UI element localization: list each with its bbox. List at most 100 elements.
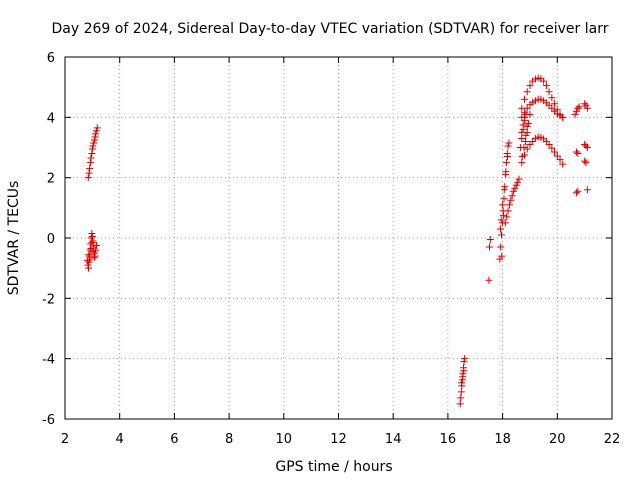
data-point (522, 137, 530, 145)
data-point (574, 187, 582, 195)
data-point (90, 254, 98, 262)
y-tick-label: 4 (47, 111, 55, 126)
data-point (485, 276, 493, 284)
data-point (86, 159, 94, 167)
data-point (85, 169, 93, 177)
data-point (84, 261, 92, 269)
data-point (518, 159, 526, 167)
data-point (572, 189, 580, 197)
data-point (501, 219, 509, 227)
series-isolated (485, 236, 494, 284)
chart-title: Day 269 of 2024, Sidereal Day-to-day VTE… (52, 21, 609, 37)
data-point (92, 242, 100, 250)
series-negative-dip (456, 355, 469, 408)
data-point (85, 258, 93, 266)
series-fill-band (516, 110, 534, 161)
data-point (458, 379, 466, 387)
data-point (499, 201, 507, 209)
data-point (581, 100, 589, 108)
data-point (520, 113, 528, 121)
series-cluster-2 (501, 175, 523, 227)
data-point (548, 144, 556, 152)
data-point (90, 139, 98, 147)
y-tick-label: -4 (42, 353, 55, 368)
x-tick-label: 6 (170, 432, 178, 447)
data-point (496, 225, 504, 233)
data-point (582, 159, 590, 167)
series-late-middle (572, 140, 591, 158)
data-point (505, 139, 513, 147)
series-early-rising (84, 124, 101, 182)
y-axis: -6 -4 -2 0 2 4 6 (42, 51, 612, 428)
y-tick-label: 2 (47, 172, 55, 187)
grid (65, 57, 612, 419)
data-point (86, 255, 94, 263)
data-point (85, 251, 93, 259)
data-point (551, 100, 559, 108)
data-point (88, 232, 96, 240)
data-point (574, 104, 582, 112)
data-point (515, 175, 523, 183)
data-point (523, 88, 531, 96)
data-point (497, 216, 505, 224)
data-point (505, 201, 513, 209)
x-tick-label: 20 (549, 432, 566, 447)
data-point (459, 373, 467, 381)
data-point (511, 184, 519, 192)
data-point (92, 130, 100, 138)
data-point (583, 104, 591, 112)
data-point (501, 183, 509, 191)
y-axis-label: SDTVAR / TECUs (6, 181, 22, 296)
data-point (486, 236, 494, 244)
data-point (497, 243, 505, 251)
data-point (92, 127, 100, 135)
data-point (540, 77, 548, 85)
data-point (88, 145, 96, 153)
data-point (500, 186, 508, 194)
data-point (556, 156, 564, 164)
data-point (88, 150, 96, 158)
data-point (84, 174, 92, 182)
x-axis: 2 4 6 8 10 12 14 16 18 20 22 (61, 57, 620, 447)
data-point (523, 145, 531, 153)
data-point (502, 159, 510, 167)
data-point (508, 192, 516, 200)
data-point (504, 207, 512, 215)
data-point (571, 110, 579, 118)
series-steep-rise (496, 139, 513, 263)
data-point (485, 243, 493, 251)
data-point (93, 124, 101, 132)
data-point (500, 195, 508, 203)
data-point (87, 234, 95, 242)
data-point (572, 107, 580, 115)
data-point (89, 248, 97, 256)
data-point (574, 150, 582, 158)
data-point (581, 157, 589, 165)
x-axis-label: GPS time / hours (275, 459, 392, 475)
x-tick-label: 4 (116, 432, 124, 447)
data-point (523, 128, 531, 136)
data-point (456, 400, 464, 408)
data-point (86, 165, 94, 173)
data-point (88, 229, 96, 237)
data-point (504, 142, 512, 150)
data-point (91, 136, 99, 144)
data-point (542, 82, 550, 90)
data-point (520, 144, 528, 151)
data-point (87, 154, 95, 162)
data-point (498, 252, 506, 260)
data-point (499, 211, 507, 219)
data-point (514, 178, 522, 186)
data-point (545, 88, 553, 96)
data-point (572, 148, 580, 156)
x-tick-label: 18 (494, 432, 511, 447)
x-tick-label: 14 (385, 432, 402, 447)
data-point (512, 181, 520, 189)
data-point (551, 148, 559, 156)
y-tick-label: 6 (47, 51, 55, 66)
series-late-upper (571, 100, 591, 118)
data-point (504, 153, 512, 161)
data-point (89, 237, 97, 245)
data-point (91, 252, 99, 260)
data-point (520, 95, 528, 103)
